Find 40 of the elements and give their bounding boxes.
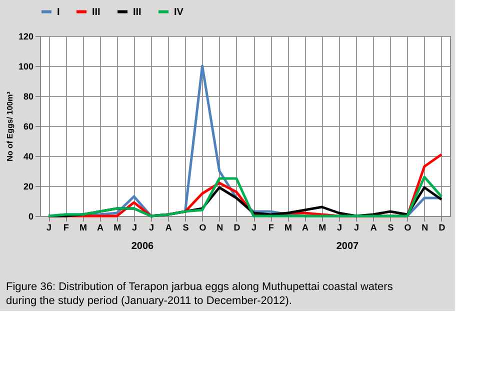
x-tick-label: M <box>318 222 326 232</box>
x-tick-label: J <box>252 222 257 232</box>
x-tick-label: M <box>79 222 87 232</box>
x-tick-label: J <box>354 222 360 232</box>
y-tick-label: 80 <box>23 92 34 102</box>
line-series <box>47 176 443 218</box>
text: 2006 <box>131 241 154 252</box>
x-tick-label: D <box>234 222 241 232</box>
legend-label: III <box>92 6 101 18</box>
x-tick-label: J <box>132 222 137 232</box>
x-tick-label: A <box>370 222 378 232</box>
x-tick-label: D <box>438 222 446 232</box>
text: 2007 <box>336 241 360 252</box>
y-tick-label: 20 <box>23 182 34 192</box>
text: Figure 36: Distribution of Terapon jarbua eggs along Muthupettai coastal waters during the study period (January-2011 to December-2012). <box>6 281 394 307</box>
legend-label: III <box>133 6 142 18</box>
x-tick-label: F <box>268 222 274 232</box>
legend-label: IV <box>174 6 184 18</box>
y-tick-label: 120 <box>18 32 34 42</box>
x-tick-label: A <box>165 222 172 232</box>
x-tick-label: J <box>149 222 154 232</box>
x-tick-label: M <box>284 222 292 232</box>
x-tick-label: A <box>97 222 104 232</box>
x-tick-label: A <box>302 222 310 232</box>
x-tick-label: S <box>182 222 189 232</box>
y-tick-label: 60 <box>23 122 34 132</box>
x-tick-label: J <box>336 222 342 232</box>
legend-label: I <box>57 6 60 18</box>
y-axis-title: No of Eggs/ 100m³ <box>5 91 14 162</box>
x-tick-label: O <box>404 222 412 232</box>
y-tick-label: 0 <box>28 212 34 222</box>
x-tick-label: O <box>199 222 206 232</box>
x-tick-label: M <box>114 222 122 232</box>
x-tick-label: S <box>388 222 394 232</box>
x-tick-label: F <box>63 222 70 232</box>
x-tick-label: J <box>46 222 52 232</box>
y-tick-label: 100 <box>18 62 34 72</box>
x-tick-label: N <box>422 222 428 232</box>
x-tick-label: N <box>216 222 224 232</box>
y-tick-label: 40 <box>23 152 34 162</box>
